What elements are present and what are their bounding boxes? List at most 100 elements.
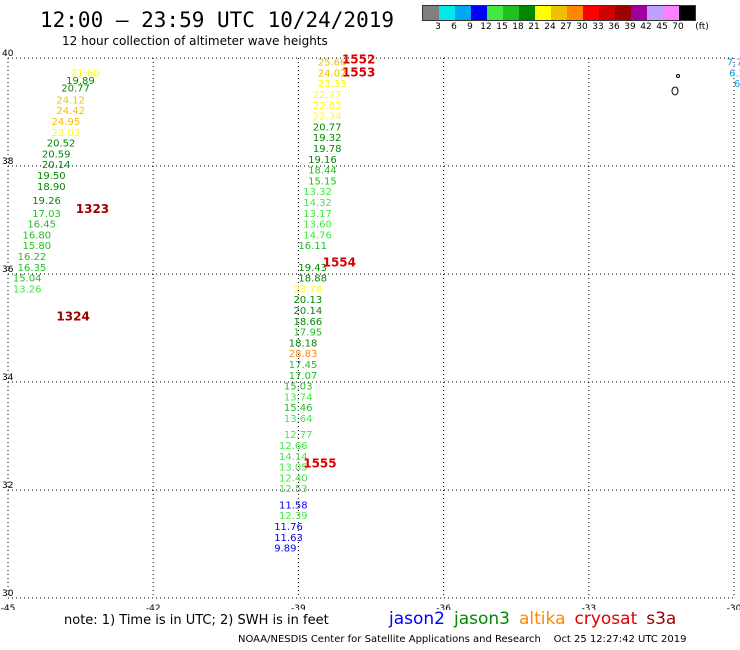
wave-height-label: 15.03	[284, 382, 313, 393]
wave-height-label: 16.22	[18, 252, 47, 263]
wave-height-label: 18.88	[298, 274, 327, 285]
wave-height-label: 24.02	[318, 68, 347, 79]
wave-height-label: 14.76	[303, 230, 332, 241]
wave-height-label: 19.32	[313, 133, 342, 144]
color-swatch	[439, 6, 455, 20]
track-number-label: 1555	[303, 456, 336, 470]
island-outline	[676, 74, 680, 78]
color-swatch	[679, 6, 695, 20]
wave-height-label: 23.03	[52, 128, 81, 139]
wave-height-label: 15.15	[308, 176, 337, 187]
track-number-label: 1324	[56, 309, 89, 323]
wave-height-label: 13.26	[13, 284, 42, 295]
color-scale-swatches	[422, 5, 696, 21]
wave-height-label: 20.77	[313, 122, 342, 133]
x-tick-label: -33	[581, 604, 596, 610]
color-scale-label: 36	[608, 22, 620, 32]
wave-height-label: 25.66	[318, 58, 347, 69]
color-swatch	[615, 6, 631, 20]
wave-height-label: 18.66	[294, 317, 323, 328]
color-scale-label: 24	[544, 22, 556, 32]
wave-height-label: 24.42	[56, 106, 85, 117]
color-swatch	[567, 6, 583, 20]
wave-height-label: 15.80	[23, 241, 52, 252]
wave-height-label: 13.17	[303, 209, 332, 220]
wave-height-label: 11.76	[274, 522, 303, 533]
color-scale-label: 33	[592, 22, 604, 32]
color-scale-label: 70	[672, 22, 684, 32]
wave-height-label: 19.16	[308, 155, 337, 166]
chart-subtitle: 12 hour collection of altimeter wave hei…	[62, 34, 328, 48]
wave-height-label: 24.95	[52, 117, 81, 128]
wave-height-label: 14.32	[303, 198, 332, 209]
wave-height-label: 20.13	[294, 295, 323, 306]
satellite-label: jason3	[454, 609, 510, 629]
y-tick-label: 38	[2, 157, 14, 167]
color-swatch	[471, 6, 487, 20]
satellite-legend: jason2 jason3 altika cryosat s3a	[389, 609, 685, 629]
y-tick-label: 30	[2, 589, 14, 599]
color-swatch	[599, 6, 615, 20]
wave-height-label: 18.90	[37, 182, 66, 193]
wave-height-label: 12.77	[284, 430, 313, 441]
color-swatch	[535, 6, 551, 20]
wave-height-label: 23.33	[318, 79, 347, 90]
wave-height-label: 23.74	[294, 284, 323, 295]
wave-height-label: 16.45	[27, 220, 56, 231]
color-scale-label: 18	[512, 22, 524, 32]
track-number-label: 1554	[323, 255, 356, 269]
color-swatch	[551, 6, 567, 20]
x-tick-label: -36	[436, 604, 451, 610]
wave-height-label: 13.74	[284, 392, 313, 403]
x-tick-label: -42	[146, 604, 161, 610]
color-swatch	[631, 6, 647, 20]
color-scale-label: 3	[435, 22, 441, 32]
color-swatch	[423, 6, 439, 20]
color-scale-label: 27	[560, 22, 572, 32]
wave-height-label: 18.18	[289, 338, 318, 349]
x-tick-label: -30	[727, 604, 740, 610]
wave-height-label: 12.40	[279, 473, 308, 484]
track-number-label: 1553	[342, 65, 375, 79]
wave-height-label: 22.27	[313, 90, 342, 101]
track-number-label: 1552	[342, 52, 375, 66]
wave-height-label: 16.35	[18, 263, 47, 274]
wave-height-label: 19.78	[313, 144, 342, 155]
footnote: note: 1) Time is in UTC; 2) SWH is in fe…	[64, 613, 329, 628]
wave-height-label: 9.89	[274, 544, 296, 555]
color-scale-label: 21	[528, 22, 540, 32]
wave-height-label: 14.14	[279, 452, 308, 463]
satellite-label: s3a	[646, 609, 677, 629]
credit-line: NOAA/NESDIS Center for Satellite Applica…	[238, 634, 687, 645]
x-tick-label: -45	[1, 604, 16, 610]
color-scale-label: 9	[467, 22, 473, 32]
wave-height-label: 20.14	[42, 160, 71, 171]
wave-height-label: 11.58	[279, 500, 308, 511]
color-scale-label: 30	[576, 22, 588, 32]
wave-height-label: 13.32	[303, 187, 332, 198]
y-tick-label: 34	[2, 373, 14, 383]
wave-height-label: 21.60	[71, 68, 100, 79]
wave-height-label: 12.53	[279, 484, 308, 495]
wave-height-label: 7.74	[727, 58, 740, 69]
wave-height-label: 11.63	[274, 533, 303, 544]
wave-height-label: 17.03	[32, 209, 61, 220]
wave-height-label: 12.66	[279, 441, 308, 452]
wave-height-label: 22.83	[313, 101, 342, 112]
wave-height-label: 13.64	[284, 414, 313, 425]
color-scale-label: 12	[480, 22, 492, 32]
wave-height-label: 15.46	[284, 403, 313, 414]
color-swatch	[455, 6, 471, 20]
island-outline	[671, 86, 679, 96]
wave-height-label: 15.04	[13, 274, 42, 285]
x-tick-label: -39	[291, 604, 306, 610]
y-tick-label: 32	[2, 481, 13, 491]
track-number-label: 1323	[76, 202, 109, 216]
color-swatch	[487, 6, 503, 20]
satellite-label: cryosat	[574, 609, 638, 629]
chart-title: 12:00 — 23:59 UTC 10/24/2019	[40, 8, 395, 32]
color-scale-legend: 3 6 9 12 15 18 21 24 27 30 33 36 39 42 45 70 (ft)	[422, 5, 709, 33]
color-swatch	[503, 6, 519, 20]
wave-height-label: 6	[734, 79, 740, 90]
color-swatch	[519, 6, 535, 20]
